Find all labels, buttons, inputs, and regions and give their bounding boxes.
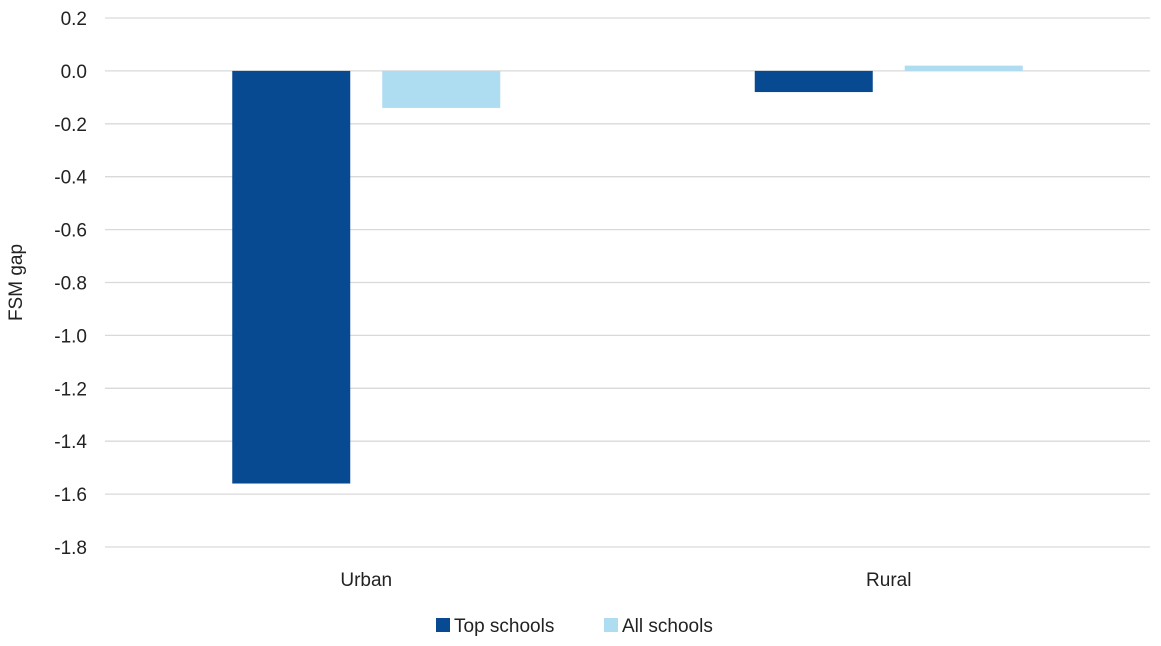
- y-tick-label: -1.8: [54, 538, 87, 559]
- y-tick-label: -0.6: [54, 221, 87, 242]
- y-tick-label: -0.4: [54, 168, 87, 189]
- legend-swatch: [436, 618, 450, 632]
- y-tick-label: -1.0: [54, 326, 87, 347]
- y-axis-tick-labels: 0.2 0.0 -0.2 -0.4 -0.6 -0.8 -1.0 -1.2 -1.4 -1.6 -1…: [54, 9, 87, 559]
- bars: [232, 65, 1023, 484]
- legend-swatch: [604, 618, 618, 632]
- x-axis-category-labels: Urban Rural: [340, 570, 911, 591]
- y-tick-label: 0.0: [61, 62, 87, 83]
- y-tick-label: -1.6: [54, 485, 87, 506]
- y-tick-label: 0.2: [61, 9, 87, 30]
- y-tick-label: -0.2: [54, 115, 87, 136]
- legend: Top schools All schools: [436, 616, 713, 637]
- y-axis-title: FSM gap: [6, 244, 27, 321]
- legend-label: Top schools: [454, 616, 554, 637]
- bar-all-schools-urban: [382, 70, 501, 108]
- x-category-label: Rural: [866, 570, 911, 591]
- y-tick-label: -1.2: [54, 379, 87, 400]
- legend-label: All schools: [622, 616, 713, 637]
- x-category-label: Urban: [340, 570, 392, 591]
- bar-all-schools-rural: [904, 65, 1023, 71]
- bar-top-schools-urban: [232, 70, 351, 484]
- y-tick-label: -0.8: [54, 274, 87, 295]
- y-tick-label: -1.4: [54, 432, 87, 453]
- bar-top-schools-rural: [754, 70, 873, 93]
